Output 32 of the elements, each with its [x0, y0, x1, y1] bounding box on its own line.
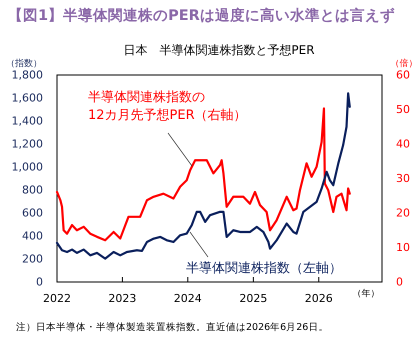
y2-tick-label: 20	[396, 206, 410, 220]
chart-title: 【図1】半導体関連株のPERは過度に高い水準とは言えず	[8, 6, 395, 24]
chart-subtitle: 日本 半導体関連株指数と予想PER	[123, 43, 315, 57]
x-tick-label: 2024	[174, 292, 202, 305]
y-tick-label: 200	[22, 252, 43, 266]
y2-tick-label: 10	[396, 241, 410, 254]
x-tick-label: 2026	[304, 292, 333, 305]
y-tick-label: 0	[36, 276, 43, 289]
series-label: 半導体関連株指数（左軸）	[186, 261, 342, 276]
x-tick-label: 2023	[108, 292, 136, 305]
text: 半導体関連株指数の 12カ月先予想PER（右軸）	[88, 90, 247, 123]
y2-tick-label: 50	[396, 103, 410, 116]
line-series	[56, 92, 351, 260]
y-tick-label: 600	[22, 206, 43, 220]
y-tick-label: 1,400	[12, 114, 43, 128]
y2-tick-label: 40	[396, 138, 410, 151]
y-tick-label: 800	[22, 184, 43, 197]
y-axis-title: （指数）	[6, 58, 42, 69]
y-tick-label: 1,000	[12, 160, 43, 174]
y2-axis-title: （倍）	[390, 58, 418, 69]
y-tick-label: 1,600	[12, 92, 43, 105]
y-tick-label: 1,800	[12, 68, 43, 82]
x-axis-title: （年）	[352, 288, 380, 299]
text: 注）日本半導体・半導体製造装置株指数。直近値は2026年6月26日。	[16, 321, 328, 333]
x-tick-label: 2022	[43, 292, 71, 305]
y-tick-label: 400	[22, 230, 43, 243]
x-tick-label: 2025	[239, 292, 268, 305]
y2-tick-label: 30	[396, 172, 410, 186]
y2-tick-label: 60	[396, 68, 410, 82]
y-tick-label: 1,200	[12, 138, 43, 151]
line-series	[56, 107, 351, 242]
y2-tick-label: 0	[396, 276, 403, 289]
